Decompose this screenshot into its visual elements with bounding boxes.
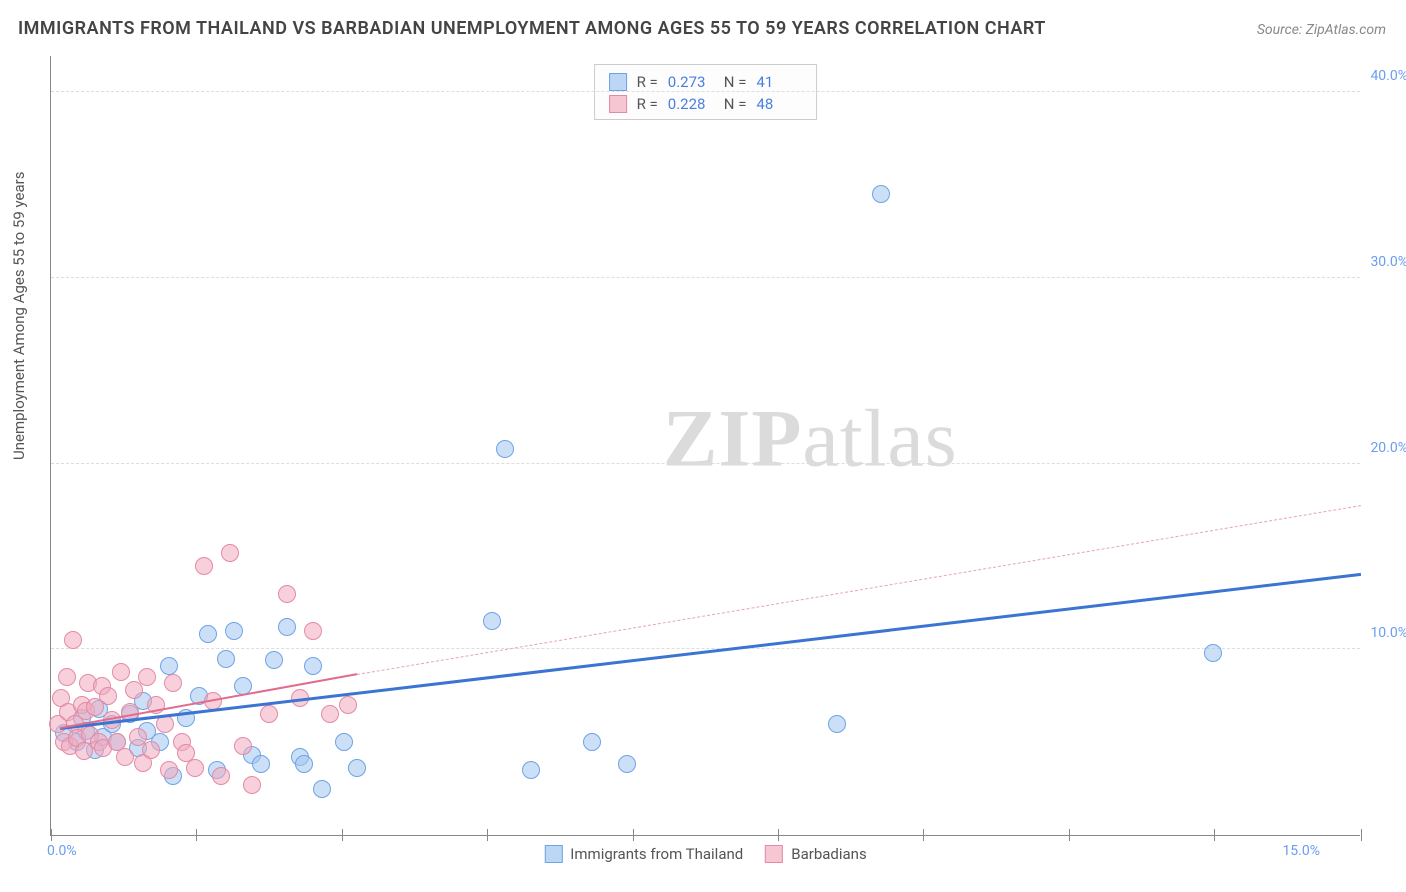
scatter-point: [199, 625, 217, 643]
scatter-point: [522, 761, 540, 779]
gridline: [51, 648, 1360, 649]
n-label: N =: [724, 73, 747, 91]
scatter-point: [116, 748, 134, 766]
watermark-bold: ZIP: [663, 392, 803, 483]
x-tick-mark: [196, 829, 197, 841]
gridline: [51, 463, 1360, 464]
y-tick-label: 20.0%: [1370, 440, 1406, 456]
legend-label: Barbadians: [791, 845, 866, 863]
r-label: R =: [637, 95, 658, 113]
scatter-point: [221, 544, 239, 562]
scatter-point: [260, 705, 278, 723]
r-value: 0.228: [668, 95, 714, 113]
scatter-point: [313, 780, 331, 798]
legend-label: Immigrants from Thailand: [570, 845, 743, 863]
legend-swatch: [765, 845, 783, 863]
x-tick-mark: [1361, 829, 1362, 841]
scatter-point: [496, 440, 514, 458]
scatter-point: [164, 674, 182, 692]
scatter-point: [160, 657, 178, 675]
series-legend: Immigrants from Thailand Barbadians: [544, 845, 866, 863]
scatter-point: [335, 733, 353, 751]
chart-title: IMMIGRANTS FROM THAILAND VS BARBADIAN UN…: [18, 18, 1046, 39]
scatter-point: [234, 737, 252, 755]
legend-item: Barbadians: [765, 845, 866, 863]
x-tick-min: 0.0%: [47, 843, 77, 859]
stats-legend-row: R = 0.273 N = 41: [609, 71, 803, 93]
x-tick-mark: [487, 829, 488, 841]
x-tick-max: 15.0%: [1282, 843, 1320, 859]
gridline: [51, 91, 1360, 92]
scatter-point: [278, 585, 296, 603]
scatter-point: [58, 668, 76, 686]
scatter-point: [252, 755, 270, 773]
legend-item: Immigrants from Thailand: [544, 845, 743, 863]
scatter-point: [225, 622, 243, 640]
scatter-point: [142, 741, 160, 759]
scatter-point: [348, 759, 366, 777]
scatter-point: [872, 185, 890, 203]
source-label: Source: ZipAtlas.com: [1257, 22, 1386, 38]
watermark-light: atlas: [802, 392, 957, 483]
scatter-point: [265, 651, 283, 669]
scatter-point: [828, 715, 846, 733]
scatter-point: [160, 761, 178, 779]
plot-area: ZIPatlas R =0.273N =41R =0.228N =48 0.0%…: [50, 56, 1360, 836]
x-tick-mark: [1069, 829, 1070, 841]
scatter-point: [483, 612, 501, 630]
r-label: R =: [637, 73, 658, 91]
scatter-point: [112, 663, 130, 681]
trend-line: [60, 573, 1362, 730]
n-label: N =: [724, 95, 747, 113]
x-tick-mark: [342, 829, 343, 841]
x-tick-mark: [778, 829, 779, 841]
y-tick-label: 10.0%: [1370, 625, 1406, 641]
scatter-point: [99, 687, 117, 705]
scatter-point: [64, 631, 82, 649]
legend-swatch: [544, 845, 562, 863]
n-value: 41: [756, 73, 802, 91]
scatter-point: [243, 776, 261, 794]
scatter-point: [1204, 644, 1222, 662]
scatter-point: [295, 755, 313, 773]
legend-swatch: [609, 95, 627, 113]
n-value: 48: [756, 95, 802, 113]
scatter-point: [304, 657, 322, 675]
legend-swatch: [609, 73, 627, 91]
scatter-point: [339, 696, 357, 714]
scatter-point: [195, 557, 213, 575]
scatter-point: [618, 755, 636, 773]
scatter-point: [217, 650, 235, 668]
scatter-point: [186, 759, 204, 777]
stats-legend-row: R = 0.228 N = 48: [609, 93, 803, 115]
r-value: 0.273: [668, 73, 714, 91]
x-tick-mark: [51, 829, 52, 841]
x-tick-mark: [923, 829, 924, 841]
y-tick-label: 40.0%: [1370, 68, 1406, 84]
scatter-point: [212, 767, 230, 785]
scatter-point: [583, 733, 601, 751]
gridline: [51, 277, 1360, 278]
x-tick-mark: [1214, 829, 1215, 841]
scatter-point: [321, 705, 339, 723]
watermark: ZIPatlas: [663, 391, 958, 485]
scatter-point: [304, 622, 322, 640]
scatter-point: [278, 618, 296, 636]
scatter-point: [138, 668, 156, 686]
y-axis-title: Unemployment Among Ages 55 to 59 years: [10, 172, 28, 460]
x-tick-mark: [633, 829, 634, 841]
y-tick-label: 30.0%: [1370, 254, 1406, 270]
